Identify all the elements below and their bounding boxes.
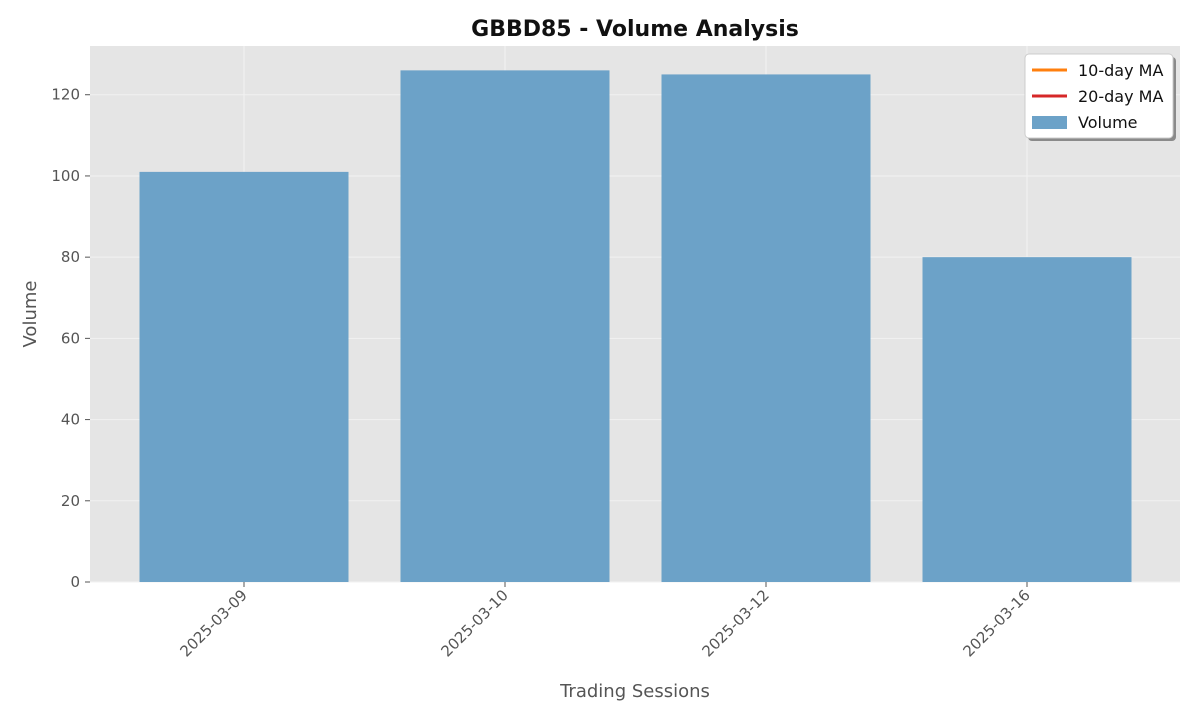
volume-bar	[922, 257, 1132, 582]
x-tick-label: 2025-03-16	[959, 586, 1033, 660]
legend-bar-swatch	[1032, 116, 1067, 129]
x-tick-label: 2025-03-10	[437, 586, 511, 660]
legend-label: 10-day MA	[1078, 61, 1163, 80]
y-tick-label: 120	[51, 86, 80, 104]
x-tick-label: 2025-03-09	[176, 586, 250, 660]
y-axis-label: Volume	[20, 281, 41, 348]
x-axis-label: Trading Sessions	[559, 681, 710, 702]
y-tick-label: 100	[51, 167, 80, 185]
y-tick-label: 40	[61, 411, 80, 429]
y-tick-label: 60	[61, 329, 80, 347]
legend-label: Volume	[1078, 113, 1138, 132]
y-tick-label: 20	[61, 492, 80, 510]
y-tick-label: 80	[61, 248, 80, 266]
volume-bar	[400, 70, 610, 582]
legend-label: 20-day MA	[1078, 87, 1163, 106]
chart-title: GBBD85 - Volume Analysis	[471, 17, 799, 42]
x-tick-label: 2025-03-12	[698, 586, 772, 660]
volume-bar	[139, 171, 349, 582]
y-tick-label: 0	[70, 573, 80, 591]
bar-layer	[139, 70, 1132, 582]
legend: 10-day MA 20-day MA Volume	[1024, 53, 1176, 141]
volume-bar	[661, 74, 871, 582]
